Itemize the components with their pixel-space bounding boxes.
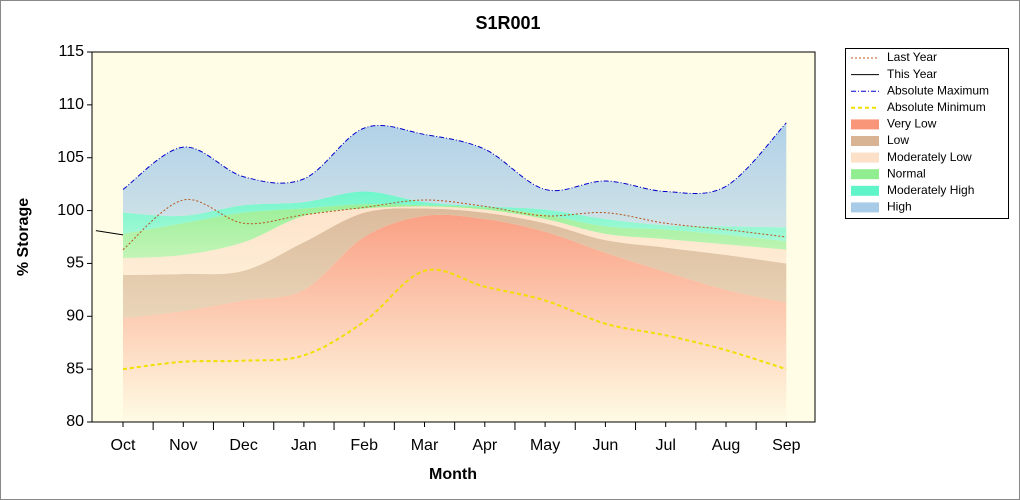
- y-axis-label: % Storage: [15, 198, 32, 276]
- legend-label: High: [887, 200, 912, 214]
- y-tick-label: 115: [58, 43, 84, 60]
- legend-swatch: [851, 152, 879, 163]
- band-area: [123, 214, 787, 422]
- y-tick-label: 110: [58, 96, 84, 113]
- series-line: [95, 230, 124, 236]
- legend-label: Moderately Low: [887, 150, 972, 164]
- legend-label: Absolute Minimum: [887, 100, 986, 114]
- x-tick-label: Sep: [772, 437, 801, 454]
- y-tick-label: 95: [66, 255, 84, 272]
- legend-swatch: [851, 136, 879, 146]
- band-area: [123, 122, 787, 228]
- x-axis-label: Month: [429, 466, 477, 483]
- legend-swatch: [851, 202, 879, 213]
- legend-label: Normal: [887, 166, 926, 180]
- legend-label: Low: [887, 133, 909, 147]
- x-tick-label: Jun: [593, 437, 619, 454]
- legend-label: Last Year: [887, 50, 937, 64]
- y-tick-label: 85: [66, 360, 84, 377]
- y-tick-label: 105: [57, 149, 84, 166]
- plot-frame: [91, 51, 816, 423]
- x-tick-label: Jul: [655, 437, 675, 454]
- legend-swatch: [851, 169, 879, 180]
- legend-label: This Year: [887, 67, 937, 81]
- x-tick-label: Oct: [111, 437, 136, 454]
- x-tick-label: Apr: [472, 437, 498, 454]
- x-tick-label: Mar: [411, 437, 439, 454]
- legend-swatch: [851, 119, 879, 130]
- x-tick-label: May: [530, 437, 560, 454]
- y-tick-label: 90: [66, 308, 84, 325]
- x-tick-label: Feb: [350, 437, 378, 454]
- x-tick-label: Nov: [169, 437, 197, 454]
- band-area: [123, 204, 787, 259]
- series-line: [122, 268, 787, 371]
- legend-label: Very Low: [887, 117, 937, 131]
- band-area: [123, 206, 787, 276]
- y-tick-label: 80: [66, 413, 84, 430]
- legend-label: Moderately High: [887, 183, 974, 197]
- chart-title: S1R001: [475, 13, 540, 33]
- band-area: [123, 191, 787, 242]
- x-tick-label: Jan: [291, 437, 317, 454]
- x-tick-label: Dec: [229, 437, 257, 454]
- legend-swatch: [851, 185, 879, 196]
- y-tick-label: 100: [57, 202, 84, 219]
- legend-label: Absolute Maximum: [887, 83, 989, 97]
- x-tick-label: Aug: [712, 437, 740, 454]
- series-line: [122, 199, 787, 251]
- band-area: [123, 208, 787, 319]
